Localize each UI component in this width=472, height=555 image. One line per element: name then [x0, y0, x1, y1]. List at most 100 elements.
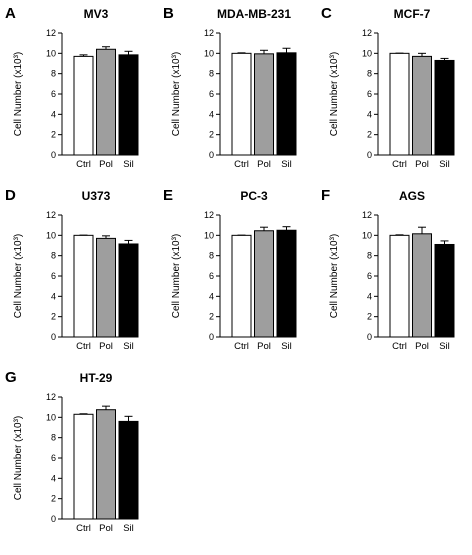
y-tick-label: 12: [362, 210, 372, 220]
y-tick-label: 0: [209, 150, 214, 160]
y-tick-label: 0: [209, 332, 214, 342]
panel-letter: G: [5, 369, 17, 386]
bar-pol: [412, 233, 432, 338]
y-tick-label: 8: [367, 251, 372, 261]
x-tick-label: Ctrl: [76, 159, 91, 170]
x-tick-label: Ctrl: [234, 159, 249, 170]
panel-letter: A: [5, 5, 16, 22]
y-tick-label: 8: [51, 433, 56, 443]
y-tick-label: 6: [209, 271, 214, 281]
y-tick-label: 4: [51, 291, 56, 301]
x-tick-label: Ctrl: [234, 341, 249, 352]
x-tick-label: Pol: [415, 159, 429, 170]
bar-sil: [118, 243, 139, 338]
x-tick-label: Sil: [439, 341, 450, 352]
y-tick-label: 2: [209, 130, 214, 140]
y-tick-label: 10: [362, 48, 372, 58]
y-tick-label: 2: [367, 312, 372, 322]
y-tick-label: 4: [209, 109, 214, 119]
y-tick-label: 6: [209, 89, 214, 99]
y-axis-label: Cell Number (x10³): [13, 234, 24, 318]
y-tick-label: 10: [46, 412, 56, 422]
bar-sil: [434, 59, 455, 156]
chart-panel-c: C MCF-7 Cell Number (x10³) 0 2 4 6 8 10 12 Ctrl Pol…: [321, 5, 455, 170]
bar-pol: [96, 409, 116, 520]
bar-sil: [276, 52, 297, 156]
panel-letter: B: [163, 5, 174, 22]
chart-title: MCF-7: [394, 7, 431, 21]
bar-sil: [118, 54, 139, 156]
x-tick-label: Ctrl: [392, 159, 407, 170]
y-tick-label: 6: [51, 271, 56, 281]
panel-letter: F: [321, 187, 330, 204]
y-tick-label: 0: [51, 514, 56, 524]
y-tick-label: 6: [367, 89, 372, 99]
bar-pol: [254, 230, 274, 338]
y-tick-label: 6: [367, 271, 372, 281]
bar-pol: [254, 53, 274, 156]
y-tick-label: 10: [204, 230, 214, 240]
bar-sil: [434, 243, 455, 338]
chart-panel-e: E PC-3 Cell Number (x10³) 0 2 4 6 8 10 12 Ctrl Pol S…: [163, 187, 297, 352]
panel-letter: E: [163, 187, 173, 204]
bar-ctrl: [389, 234, 410, 338]
bar-ctrl: [389, 52, 410, 156]
x-tick-label: Sil: [281, 341, 292, 352]
x-tick-label: Ctrl: [76, 523, 91, 534]
y-tick-label: 4: [51, 473, 56, 483]
y-tick-label: 8: [367, 69, 372, 79]
y-tick-label: 12: [46, 28, 56, 38]
bar-ctrl: [73, 413, 94, 520]
chart-panel-f: F AGS Cell Number (x10³) 0 2 4 6 8 10 12 Ctrl Pol Si…: [321, 187, 455, 352]
y-tick-label: 12: [362, 28, 372, 38]
y-axis-label: Cell Number (x10³): [171, 234, 182, 318]
chart-title: PC-3: [240, 189, 268, 203]
bar-ctrl: [231, 52, 252, 156]
y-tick-label: 2: [209, 312, 214, 322]
y-axis-label: Cell Number (x10³): [329, 52, 340, 136]
y-tick-label: 6: [51, 89, 56, 99]
chart-panel-d: D U373 Cell Number (x10³) 0 2 4 6 8 10 12 Ctrl Pol S…: [5, 187, 139, 352]
bar-pol: [412, 55, 432, 156]
y-tick-label: 10: [362, 230, 372, 240]
y-tick-label: 10: [46, 230, 56, 240]
y-tick-label: 12: [46, 392, 56, 402]
x-tick-label: Ctrl: [76, 341, 91, 352]
y-tick-label: 8: [51, 69, 56, 79]
chart-panel-b: B MDA-MB-231 Cell Number (x10³) 0 2 4 6 8 10 12 Ct…: [163, 5, 297, 170]
panel-letter: C: [321, 5, 332, 22]
bar-sil: [276, 229, 297, 338]
x-tick-label: Sil: [123, 341, 134, 352]
bar-pol: [96, 237, 116, 338]
y-tick-label: 8: [209, 251, 214, 261]
x-tick-label: Sil: [439, 159, 450, 170]
x-tick-label: Pol: [99, 523, 113, 534]
y-tick-label: 2: [51, 312, 56, 322]
y-tick-label: 6: [51, 453, 56, 463]
chart-title: AGS: [399, 189, 425, 203]
y-tick-label: 12: [204, 210, 214, 220]
x-tick-label: Sil: [123, 523, 134, 534]
y-tick-label: 10: [204, 48, 214, 58]
chart-panel-g: G HT-29 Cell Number (x10³) 0 2 4 6 8 10 12 Ctrl Pol…: [5, 369, 139, 534]
y-axis-label: Cell Number (x10³): [13, 52, 24, 136]
x-tick-label: Pol: [415, 341, 429, 352]
y-tick-label: 8: [209, 69, 214, 79]
chart-title: MV3: [84, 7, 109, 21]
bar-sil: [118, 420, 139, 520]
y-tick-label: 12: [46, 210, 56, 220]
y-axis-label: Cell Number (x10³): [13, 416, 24, 500]
chart-title: U373: [82, 189, 111, 203]
y-tick-label: 8: [51, 251, 56, 261]
x-tick-label: Sil: [281, 159, 292, 170]
y-tick-label: 2: [51, 130, 56, 140]
x-tick-label: Pol: [99, 159, 113, 170]
panel-letter: D: [5, 187, 16, 204]
y-axis-label: Cell Number (x10³): [171, 52, 182, 136]
y-tick-label: 0: [367, 150, 372, 160]
y-tick-label: 4: [51, 109, 56, 119]
x-tick-label: Pol: [99, 341, 113, 352]
chart-panel-a: A MV3 Cell Number (x10³) 0 2 4 6 8 10 12 Ctrl Pol Si…: [5, 5, 139, 170]
